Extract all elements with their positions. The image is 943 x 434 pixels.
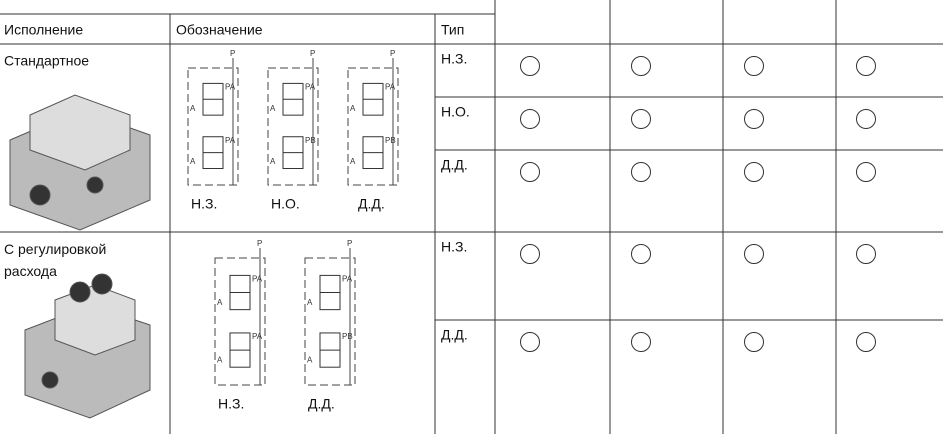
option-circle: [744, 109, 764, 129]
port-label: A: [217, 355, 223, 364]
option-circle: [856, 332, 876, 352]
port-label: P: [257, 239, 262, 248]
port-label: A: [270, 157, 276, 166]
port-label: PA: [252, 332, 263, 341]
port-label: A: [307, 355, 313, 364]
option-circle: [631, 332, 651, 352]
port-label: P: [230, 49, 235, 58]
symbol-label: Н.О.: [271, 196, 300, 212]
column-header: Исполнение: [4, 22, 83, 38]
execution: С регулировкой расхода: [4, 241, 106, 279]
port-label: A: [190, 157, 196, 166]
option-circle: [631, 56, 651, 76]
port-label: PA: [225, 136, 236, 145]
port-label: A: [217, 298, 223, 307]
option-circle: [520, 332, 540, 352]
schematic-frame: [267, 67, 319, 186]
symbol-label: Д.Д.: [358, 196, 385, 212]
option-circle: [631, 109, 651, 129]
option-circle: [744, 56, 764, 76]
type: Н.О.: [441, 104, 470, 120]
schematic-frame: [347, 67, 399, 186]
option-circle: [520, 56, 540, 76]
option-circle: [856, 244, 876, 264]
port-label: PB: [342, 332, 353, 341]
type: Д.Д.: [441, 327, 468, 343]
port-label: P: [310, 49, 315, 58]
option-circle: [520, 162, 540, 182]
schematic-frame: [214, 257, 266, 386]
product-image: [9, 94, 151, 419]
port-label: A: [350, 104, 356, 113]
option-circle: [744, 244, 764, 264]
port-label: PA: [342, 275, 353, 284]
column-header: Тип: [441, 22, 464, 38]
type: Н.З.: [441, 239, 467, 255]
port-label: PA: [305, 83, 316, 92]
option-circle: [856, 56, 876, 76]
port-label: PB: [385, 136, 396, 145]
option-circle: [856, 109, 876, 129]
option-circle: [744, 332, 764, 352]
schematic-frame: [304, 257, 356, 386]
port-label: PA: [385, 83, 396, 92]
type: Н.З.: [441, 51, 467, 67]
port-label: PA: [252, 275, 263, 284]
symbol-label: Д.Д.: [308, 396, 335, 412]
port-label: A: [270, 104, 276, 113]
execution: Стандартное: [4, 53, 89, 69]
option-circle: [631, 244, 651, 264]
option-circle: [744, 162, 764, 182]
port-label: A: [307, 298, 313, 307]
port-label: PA: [225, 83, 236, 92]
port-label: PB: [305, 136, 316, 145]
option-circle: [520, 109, 540, 129]
option-circle: [856, 162, 876, 182]
port-label: A: [350, 157, 356, 166]
port-label: A: [190, 104, 196, 113]
symbol-label: Н.З.: [191, 196, 217, 212]
port-label: P: [390, 49, 395, 58]
option-circle: [520, 244, 540, 264]
symbol-label: Н.З.: [218, 396, 244, 412]
schematic-frame: [187, 67, 239, 186]
type: Д.Д.: [441, 157, 468, 173]
port-label: P: [347, 239, 352, 248]
option-circle: [631, 162, 651, 182]
column-header: Обозначение: [176, 22, 263, 38]
